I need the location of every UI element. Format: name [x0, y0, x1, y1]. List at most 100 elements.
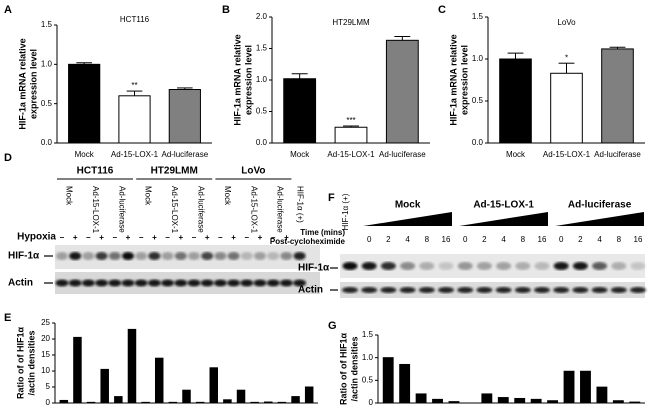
- blot-band: [69, 252, 82, 260]
- x-tick-label: Ad-luciferase: [161, 150, 208, 159]
- time-value: 16: [442, 235, 451, 244]
- bar: [415, 393, 427, 404]
- panel-label: G: [328, 320, 337, 332]
- x-tick-label: Ad-15-LOX-1: [543, 150, 591, 159]
- blot-band: [572, 262, 588, 270]
- bar: [399, 363, 411, 404]
- hypoxia-label: Hypoxia: [17, 232, 56, 243]
- y-tick-label: 0: [46, 398, 51, 407]
- blot-band: [161, 279, 175, 287]
- time-value: 2: [482, 235, 487, 244]
- bar: [382, 357, 394, 404]
- blot-band: [174, 279, 188, 287]
- bar: [481, 393, 493, 404]
- group-header: LoVo: [241, 166, 265, 177]
- lane-label: Ad-15-LOX-1: [249, 186, 258, 234]
- y-tick-label: 15: [41, 350, 50, 359]
- blot-band: [253, 279, 267, 287]
- time-value: 8: [425, 235, 430, 244]
- lane-label: Mock: [223, 186, 232, 206]
- y-tick-label: 25: [41, 318, 50, 327]
- lane-label: Ad-15-LOX-1: [170, 186, 179, 234]
- blot-band: [553, 287, 570, 293]
- hypoxia-sign: +: [126, 233, 131, 242]
- time-value: 2: [386, 235, 391, 244]
- bar: [209, 367, 219, 404]
- bar: [385, 39, 419, 144]
- blot-band: [95, 279, 109, 287]
- blot-band: [134, 279, 148, 287]
- blot-band: [293, 252, 306, 260]
- time-wedge: [459, 212, 548, 226]
- blot-band: [380, 262, 396, 270]
- y-axis-label: Ratio of of HIF1α: [338, 333, 348, 405]
- bar: [601, 48, 634, 144]
- bar: [168, 89, 201, 144]
- annotation: ***: [346, 116, 355, 125]
- blot-band: [187, 279, 201, 287]
- x-tick-label: Mock: [290, 150, 310, 159]
- bar: [277, 401, 287, 404]
- hypoxia-sign: +: [231, 233, 236, 242]
- bar: [68, 63, 101, 144]
- hypoxia-sign: –: [86, 233, 91, 242]
- panel-label: E: [4, 312, 11, 324]
- x-tick-label: Mock: [506, 150, 526, 159]
- time-value: 0: [559, 235, 564, 244]
- time-value: 4: [597, 235, 602, 244]
- group-header: HT29LMM: [151, 166, 198, 177]
- y-tick-label: 0.0: [41, 138, 53, 147]
- blot-band: [68, 279, 82, 287]
- annotation: **: [131, 81, 137, 90]
- blot-band: [227, 279, 241, 287]
- panel-label: B: [222, 4, 230, 16]
- time-label: Time (mins): [300, 228, 345, 237]
- row-label: Actin: [298, 285, 323, 296]
- blot-band: [361, 262, 377, 270]
- y-tick-label: 0.0: [472, 138, 484, 147]
- blot-band: [495, 287, 512, 293]
- bar: [141, 401, 150, 404]
- hypoxia-sign: –: [271, 233, 276, 242]
- y-axis-label: /actin densities: [26, 330, 36, 395]
- hypoxia-sign: –: [113, 233, 118, 242]
- blot-band: [591, 287, 608, 293]
- bar: [283, 78, 317, 144]
- blot-band: [95, 252, 108, 260]
- row-label: Actin: [8, 278, 33, 289]
- blot-band: [419, 262, 435, 270]
- y-tick-label: 1.5: [41, 20, 53, 29]
- chart-title: LoVo: [557, 18, 576, 27]
- y-tick-label: 1.0: [41, 59, 53, 68]
- y-tick-label: 10: [41, 366, 50, 375]
- y-axis-label: Ratio of of HIF1α: [15, 327, 25, 399]
- y-tick-label: 20: [41, 334, 50, 343]
- hypoxia-sign: +: [73, 233, 78, 242]
- panel-label: F: [328, 192, 335, 204]
- y-tick-label: 2.0: [256, 12, 268, 21]
- hypoxia-sign: –: [192, 233, 197, 242]
- blot-band: [188, 252, 200, 260]
- blot-band: [293, 279, 307, 287]
- chart-title: HT29LMM: [332, 18, 370, 27]
- blot-band: [161, 252, 174, 260]
- lane-label: Ad-luciferase: [196, 186, 205, 233]
- time-value: 8: [617, 235, 622, 244]
- blot-band: [457, 287, 474, 293]
- blot-band: [279, 279, 293, 287]
- bar: [334, 126, 368, 144]
- bar: [563, 370, 575, 404]
- blot-band: [630, 287, 646, 293]
- bar: [59, 399, 69, 404]
- bar: [236, 389, 246, 404]
- blot-band: [82, 252, 95, 260]
- bar: [497, 397, 509, 404]
- hypoxia-sign: –: [60, 233, 65, 242]
- hypoxia-sign: +: [205, 233, 210, 242]
- lane-label: Ad-luciferase: [276, 186, 285, 233]
- x-tick-label: Ad-15-LOX-1: [327, 150, 375, 159]
- bar: [264, 401, 273, 404]
- blot-band: [147, 279, 161, 287]
- bar: [127, 328, 137, 404]
- panel-label: A: [4, 4, 12, 16]
